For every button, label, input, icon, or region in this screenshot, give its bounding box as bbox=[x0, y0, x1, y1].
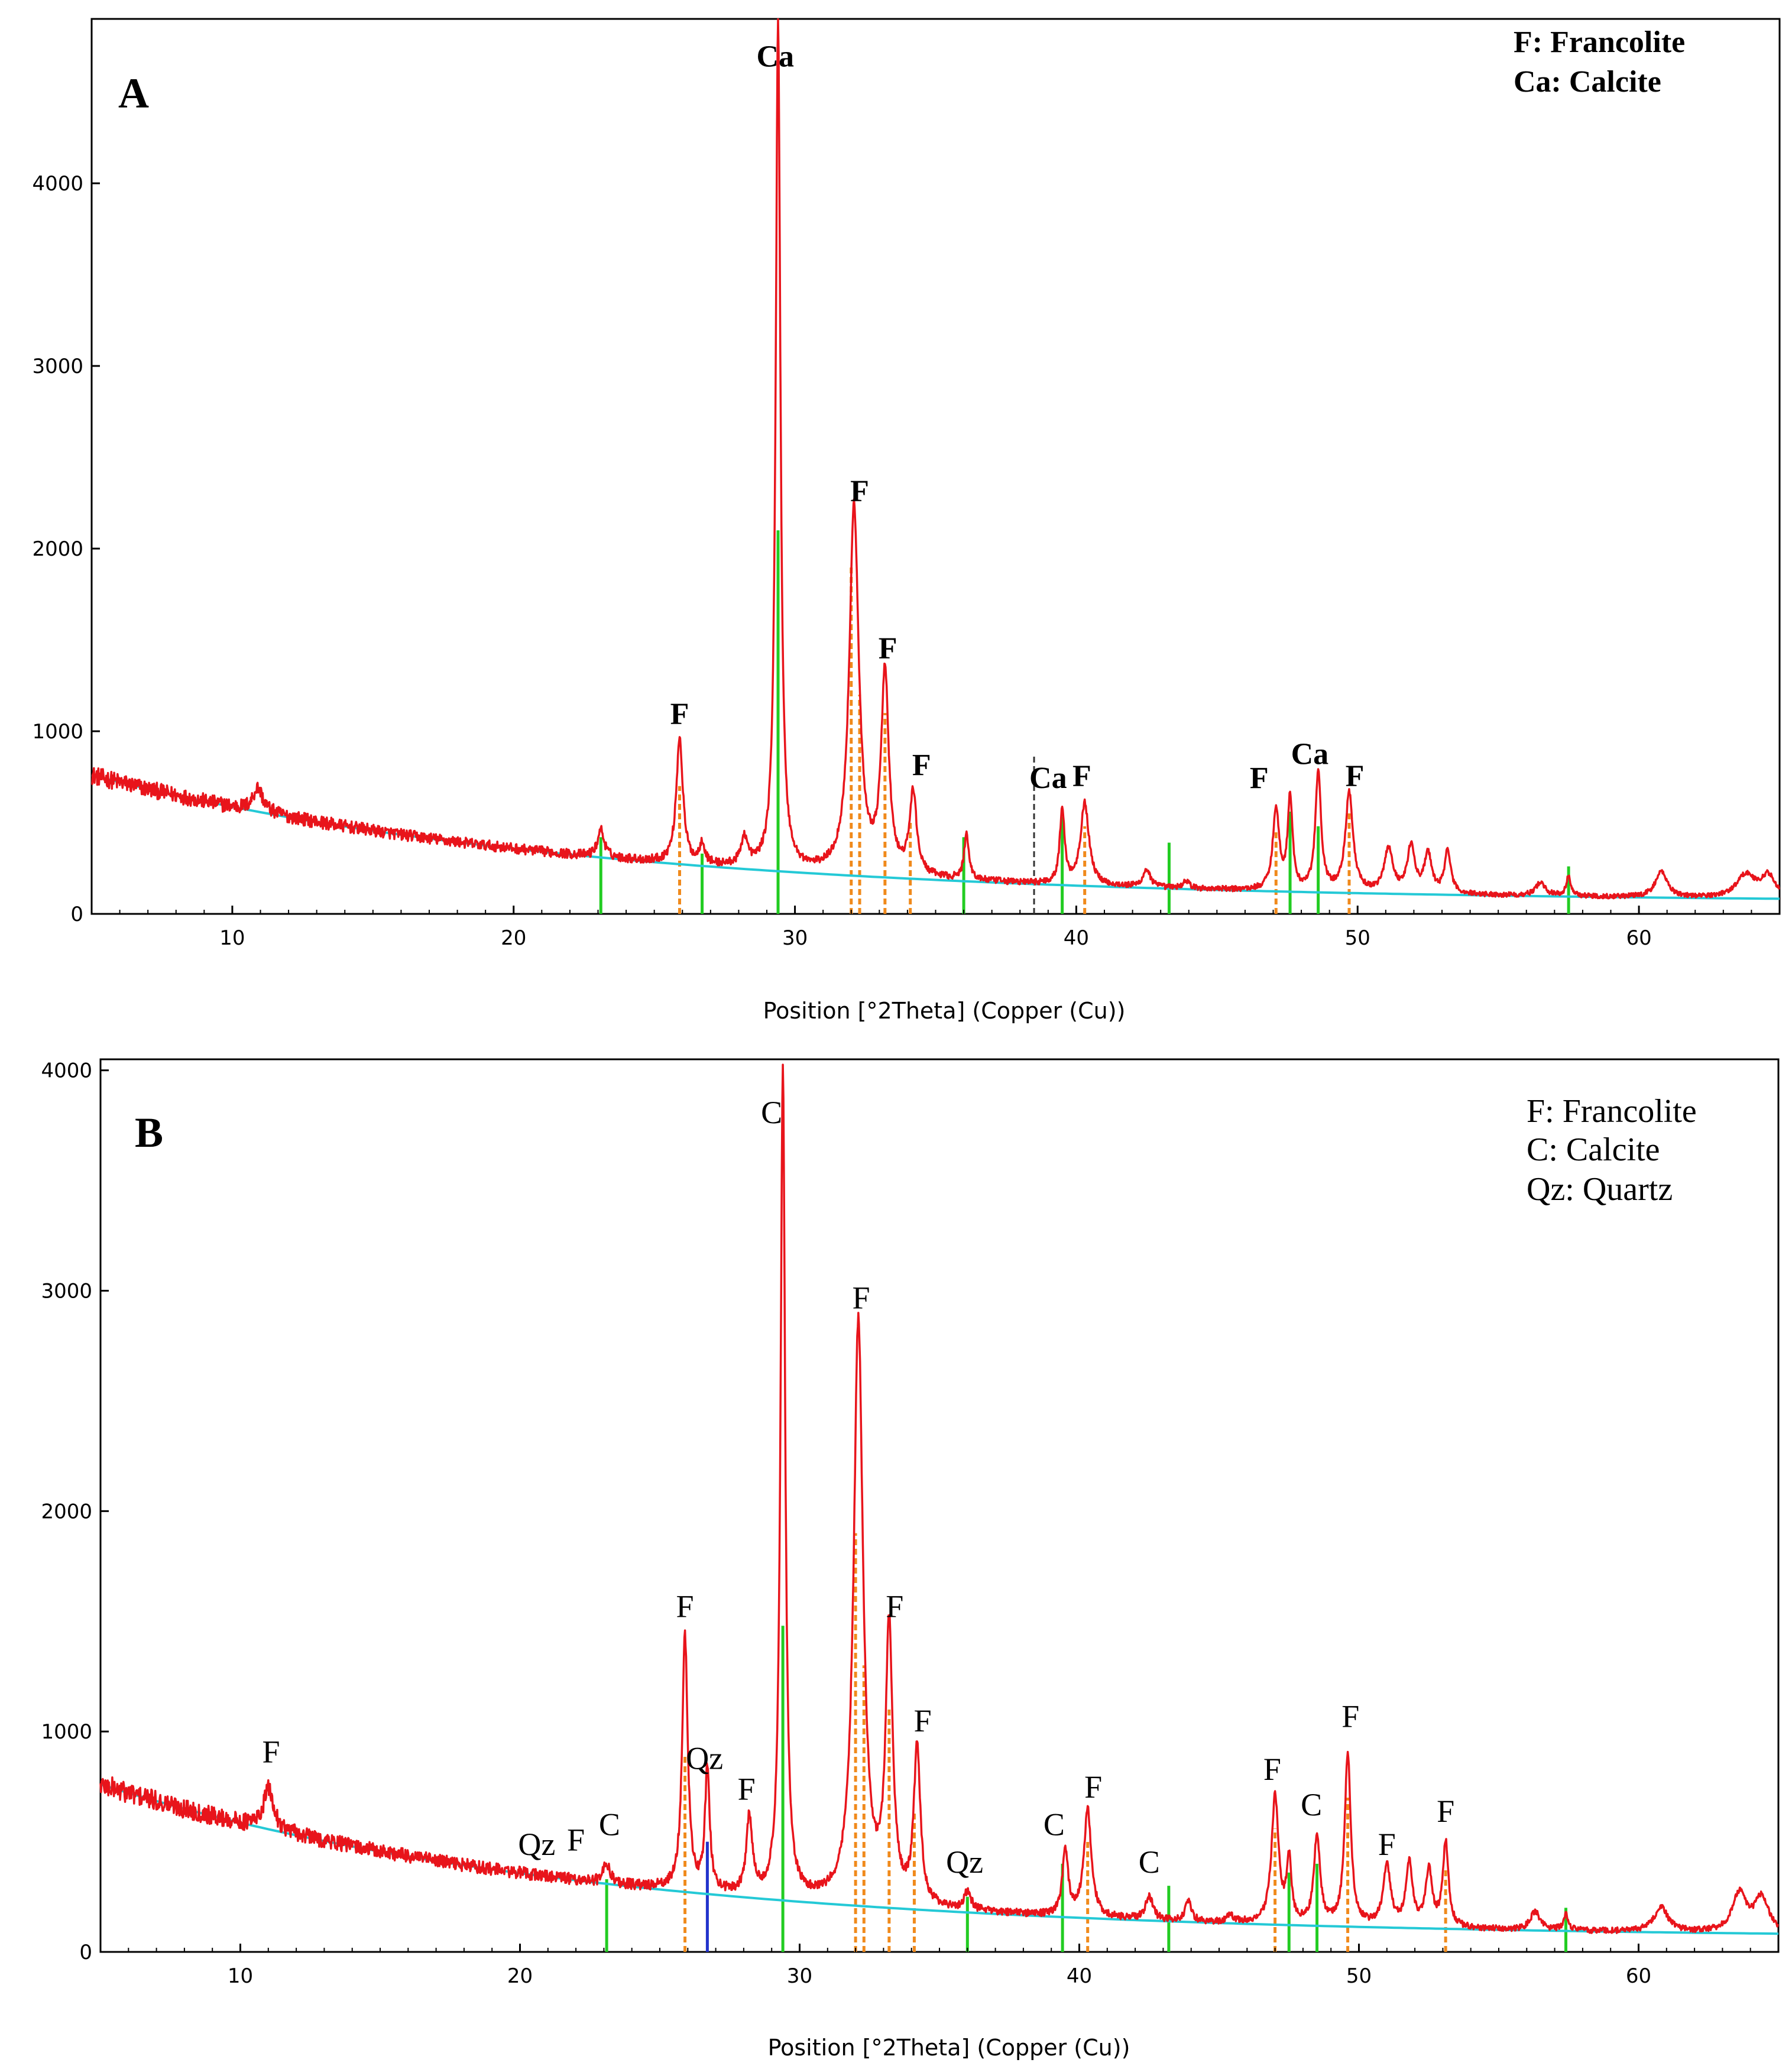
peak-label: F bbox=[738, 1772, 756, 1807]
panel-b-x-axis-label: Position [°2Theta] (Copper (Cu)) bbox=[768, 2035, 1130, 2061]
peak-label: Ca bbox=[1029, 761, 1067, 795]
peak-label: F bbox=[914, 1703, 932, 1739]
peak-label: F bbox=[1378, 1827, 1396, 1862]
y-tick-label: 3000 bbox=[32, 355, 83, 378]
panel-b: 10 20 30 40 50 60 0 1000 2000 3000 4000 Position [… bbox=[41, 1058, 1780, 2061]
x-tick-label: 10 bbox=[219, 926, 245, 950]
x-tick-label: 30 bbox=[787, 1964, 812, 1988]
panel-a-legend-francolite: F: Francolite bbox=[1514, 25, 1685, 59]
x-tick-label: 50 bbox=[1345, 926, 1370, 950]
peak-label: F bbox=[850, 475, 869, 508]
peak-label: C bbox=[1301, 1787, 1322, 1822]
y-tick-label: 4000 bbox=[41, 1059, 92, 1083]
panel-b-axes: 10 20 30 40 50 60 0 1000 2000 3000 4000 bbox=[41, 1059, 1779, 1988]
peak-label: F bbox=[670, 698, 689, 731]
peak-label: F bbox=[676, 1588, 694, 1624]
x-tick-label: 30 bbox=[782, 926, 808, 950]
peak-label: Qz bbox=[946, 1844, 983, 1880]
x-tick-label: 20 bbox=[507, 1964, 533, 1988]
peak-label: F bbox=[567, 1822, 585, 1857]
panel-a-x-axis-label: Position [°2Theta] (Copper (Cu)) bbox=[763, 998, 1126, 1024]
panel-a-axes: 10 20 30 40 50 60 0 1000 2000 3000 4000 bbox=[32, 172, 1780, 950]
peak-label: F bbox=[1341, 1699, 1359, 1734]
panel-b-diffraction-pattern bbox=[99, 1063, 1779, 1934]
peak-label: C bbox=[761, 1095, 782, 1130]
peak-label: F bbox=[886, 1588, 903, 1624]
y-tick-label: 2000 bbox=[41, 1500, 92, 1523]
panel-b-label: B bbox=[135, 1109, 163, 1156]
panel-a-legend-calcite: Ca: Calcite bbox=[1514, 65, 1661, 99]
panel-b-legend-quartz: Qz: Quartz bbox=[1527, 1171, 1673, 1208]
y-tick-label: 1000 bbox=[32, 720, 83, 744]
peak-label: F bbox=[263, 1734, 280, 1769]
peak-label: F bbox=[1346, 760, 1365, 793]
x-tick-label: 60 bbox=[1626, 1964, 1651, 1988]
peak-label: C bbox=[599, 1806, 620, 1842]
x-tick-label: 20 bbox=[501, 926, 526, 950]
panel-a-reference-lines bbox=[599, 530, 1570, 914]
x-tick-label: 10 bbox=[228, 1964, 253, 1988]
peak-label: C bbox=[1139, 1844, 1160, 1880]
peak-label: F bbox=[912, 748, 931, 782]
panel-a: 10 20 30 40 50 60 0 1000 2000 3000 4000 Position [… bbox=[32, 18, 1781, 1024]
peak-label: F bbox=[1263, 1752, 1281, 1787]
panel-b-legend-francolite: F: Francolite bbox=[1527, 1093, 1697, 1130]
y-tick-label: 4000 bbox=[32, 172, 83, 196]
y-tick-label: 0 bbox=[79, 1941, 92, 1964]
panel-b-legend-calcite: C: Calcite bbox=[1527, 1131, 1660, 1168]
x-tick-label: 50 bbox=[1346, 1964, 1372, 1988]
y-tick-label: 2000 bbox=[32, 537, 83, 561]
peak-label: F bbox=[1072, 760, 1091, 793]
peak-label: Qz bbox=[518, 1827, 555, 1862]
x-tick-label: 60 bbox=[1626, 926, 1651, 950]
y-tick-label: 3000 bbox=[41, 1279, 92, 1303]
y-tick-label: 0 bbox=[70, 903, 83, 926]
peak-label: F bbox=[1437, 1793, 1454, 1829]
peak-label: Qz bbox=[686, 1741, 723, 1776]
peak-label: F bbox=[1250, 761, 1269, 795]
peak-label: F bbox=[879, 631, 897, 665]
peak-label: C bbox=[1044, 1806, 1065, 1842]
peak-label: F bbox=[853, 1280, 870, 1315]
x-tick-label: 40 bbox=[1067, 1964, 1092, 1988]
peak-label: Ca bbox=[1291, 738, 1329, 771]
panel-a-diffraction-pattern bbox=[91, 18, 1780, 900]
peak-label: Ca bbox=[756, 40, 794, 73]
peak-label: F bbox=[1084, 1769, 1102, 1805]
x-tick-label: 40 bbox=[1064, 926, 1089, 950]
y-tick-label: 1000 bbox=[41, 1720, 92, 1744]
panel-a-label: A bbox=[118, 70, 149, 117]
